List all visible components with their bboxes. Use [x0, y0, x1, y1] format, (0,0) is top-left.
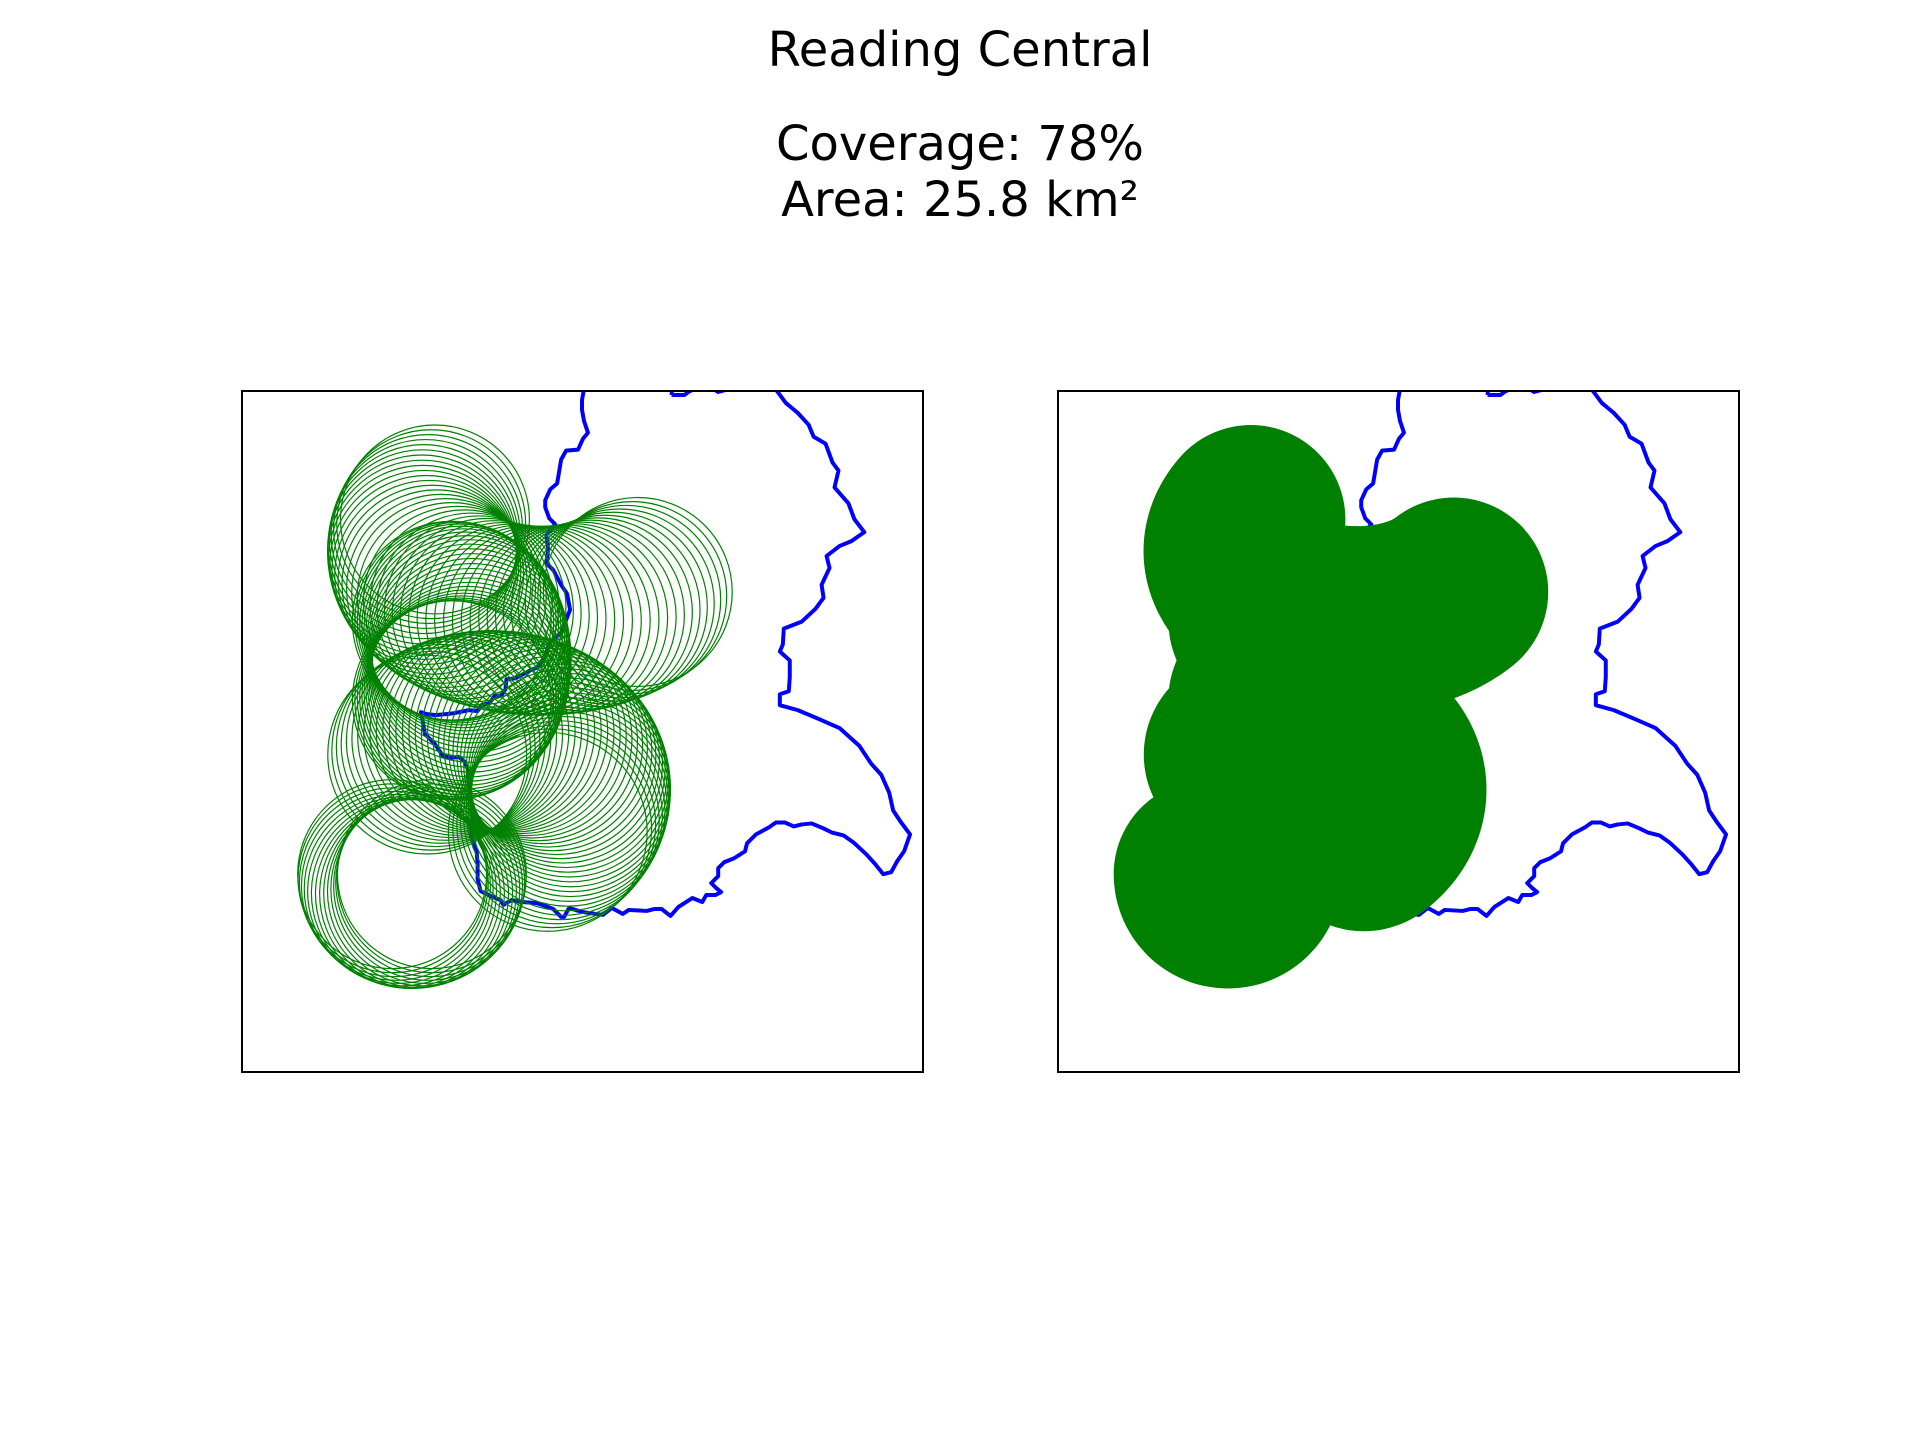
coverage-fill: [1113, 425, 1549, 989]
coverage-ring: [300, 790, 491, 981]
area-text: Area: 25.8 km²: [781, 172, 1139, 228]
coverage-ring: [452, 651, 653, 852]
coverage-ring: [310, 798, 501, 989]
coverage-ring: [414, 632, 615, 833]
map-panel-outline: [241, 390, 924, 1073]
coverage-rings: [297, 424, 733, 989]
coverage-ring: [443, 644, 644, 845]
coverage-ring: [345, 493, 537, 684]
coverage-ring: [336, 429, 527, 620]
coverage-ring: [432, 638, 633, 839]
coverage-ring: [327, 654, 528, 855]
coverage-ring: [469, 701, 670, 902]
coverage-ring: [408, 631, 609, 832]
coverage-ring: [297, 779, 488, 970]
coverage-text: Coverage: 78%: [775, 116, 1145, 172]
coverage-ring: [354, 520, 555, 721]
coverage-ring: [438, 641, 639, 842]
coverage-ring: [452, 728, 653, 929]
coverage-ring: [456, 655, 657, 856]
coverage-ring: [340, 643, 541, 844]
coverage-ring: [333, 433, 524, 625]
coverage-ring: [463, 663, 664, 864]
coverage-ring: [314, 798, 505, 989]
coverage-ring: [426, 636, 627, 837]
coverage-ring: [331, 650, 532, 851]
district-boundary: [418, 392, 913, 919]
boundary-line: [418, 392, 913, 919]
coverage-ring: [459, 720, 660, 921]
coverage-ring: [351, 638, 552, 839]
coverage-ring: [408, 521, 599, 713]
figure-subtitle: Coverage: 78% Area: 25.8 km²: [0, 116, 1920, 228]
coverage-ring: [365, 531, 566, 732]
coverage-ring: [339, 424, 530, 615]
coverage-ring: [467, 706, 668, 907]
figure-title: Reading Central: [767, 22, 1153, 78]
coverage-ring: [359, 523, 560, 724]
coverage-ring: [307, 796, 498, 987]
coverage-ring: [303, 793, 494, 984]
coverage-ring: [328, 444, 519, 635]
coverage-ring: [298, 787, 489, 978]
coverage-ring: [447, 731, 648, 932]
coverage-ring: [335, 647, 536, 848]
coverage-ring: [524, 508, 715, 699]
coverage-ring: [345, 640, 546, 841]
coverage-ring: [334, 479, 525, 670]
coverage-disc: [1113, 779, 1303, 969]
map-panel-filled: [1057, 390, 1740, 1073]
coverage-ring: [341, 489, 532, 680]
coverage-ring: [401, 630, 602, 831]
coverage-ring: [456, 724, 657, 925]
coverage-ring: [330, 438, 521, 630]
coverage-ring: [326, 454, 518, 645]
